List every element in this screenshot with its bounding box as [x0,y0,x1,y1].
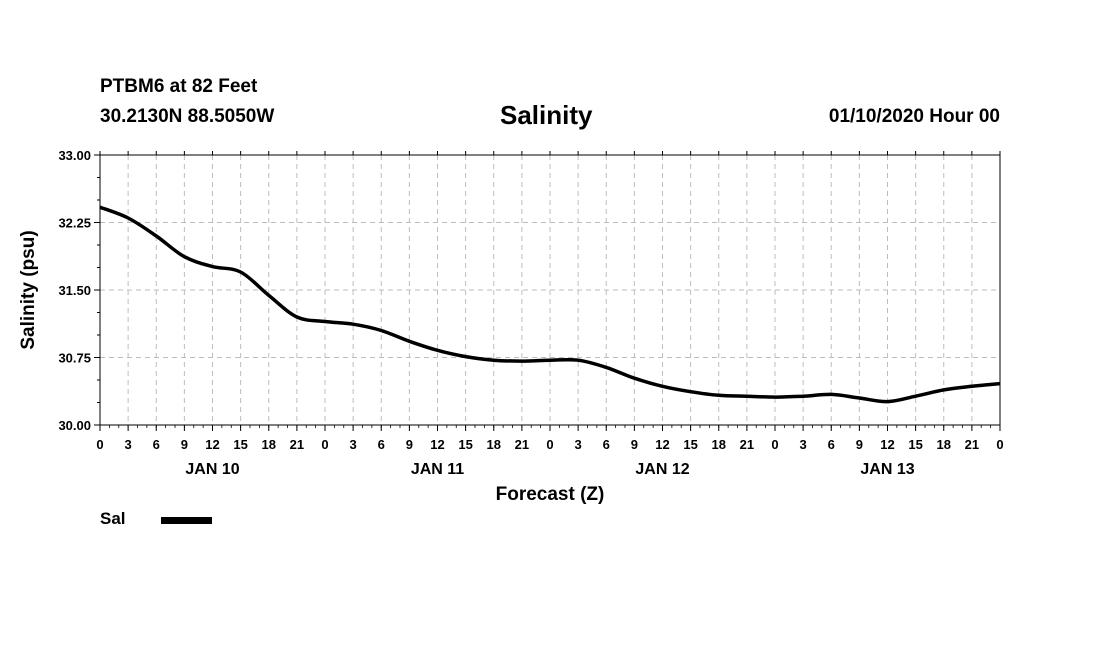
x-tick-label: 12 [655,437,669,452]
forecast-timestamp: 01/10/2020 Hour 00 [828,106,1000,127]
x-tick-label: 15 [233,437,247,452]
x-tick-label: 9 [406,437,413,452]
x-tick-label: 9 [181,437,188,452]
chart-title: Salinity [500,100,593,130]
x-tick-label: 21 [290,437,304,452]
x-tick-label: 6 [378,437,385,452]
x-tick-label: 12 [205,437,219,452]
station-coordinates: 30.2130N 88.5050W [100,106,275,127]
x-tick-label: 15 [683,437,697,452]
x-tick-label: 9 [856,437,863,452]
x-tick-label: 3 [125,437,132,452]
x-tick-label: 15 [908,437,922,452]
y-tick-label: 30.00 [58,418,91,433]
x-tick-label: 6 [603,437,610,452]
y-tick-label: 33.00 [58,148,91,163]
x-tick-label: 0 [96,437,103,452]
y-tick-label: 32.25 [58,216,91,231]
x-tick-label: 18 [937,437,951,452]
y-tick-label: 31.50 [58,283,91,298]
series-line-sal [99,205,1001,404]
y-axis-title: Salinity (psu) [18,230,39,349]
x-tick-label: 21 [740,437,754,452]
day-label: JAN 10 [185,461,239,478]
x-tick-label: 21 [515,437,529,452]
x-tick-label: 21 [965,437,979,452]
x-tick-label: 18 [487,437,501,452]
x-tick-label: 18 [262,437,276,452]
x-tick-label: 12 [880,437,894,452]
station-label: PTBM6 at 82 Feet [100,76,258,97]
x-axis-title: Forecast (Z) [496,484,605,505]
x-tick-label: 3 [575,437,582,452]
x-tick-label: 0 [996,437,1003,452]
x-tick-label: 9 [631,437,638,452]
x-tick-label: 6 [828,437,835,452]
x-tick-label: 6 [153,437,160,452]
x-tick-label: 18 [712,437,726,452]
x-tick-label: 0 [546,437,553,452]
day-label: JAN 11 [411,461,464,478]
x-tick-label: 12 [430,437,444,452]
day-label: JAN 12 [635,461,689,478]
x-tick-label: 3 [800,437,807,452]
x-tick-label: 0 [321,437,328,452]
day-label: JAN 13 [860,461,914,478]
legend-swatch [161,517,212,524]
x-tick-label: 15 [458,437,472,452]
y-tick-label: 30.75 [58,351,91,366]
legend-label: Sal [100,509,126,528]
x-tick-label: 0 [771,437,778,452]
x-tick-label: 3 [350,437,357,452]
